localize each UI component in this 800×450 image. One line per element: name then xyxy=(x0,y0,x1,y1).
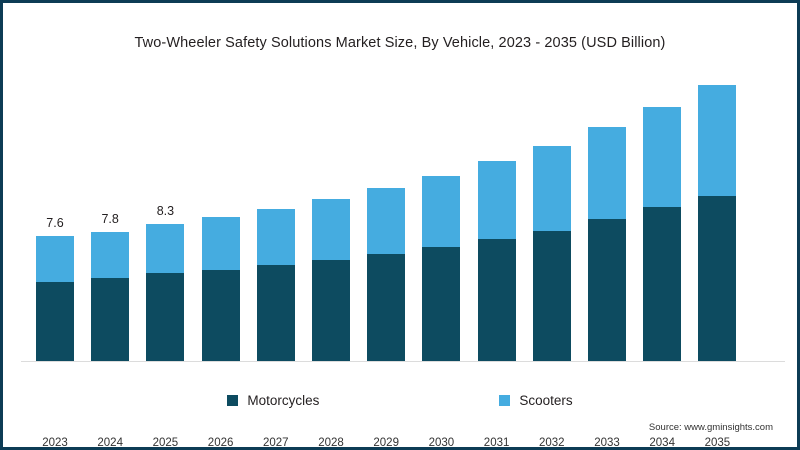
bar-segment-scooters-2030[interactable] xyxy=(422,176,461,248)
legend-swatch-icon-motorcycles xyxy=(227,395,239,406)
bar-group-2030[interactable] xyxy=(422,176,461,361)
bar-segment-motorcycles-2035[interactable] xyxy=(698,195,737,361)
bar-group-2025[interactable] xyxy=(146,223,185,361)
bar-segment-motorcycles-2023[interactable] xyxy=(36,281,74,361)
bar-group-2027[interactable] xyxy=(256,209,295,361)
x-axis-tick-2025: 2025 xyxy=(152,437,179,449)
bar-group-2024[interactable] xyxy=(91,232,130,361)
bar-segment-motorcycles-2026[interactable] xyxy=(201,270,240,361)
bar-group-2029[interactable] xyxy=(367,187,406,361)
x-axis-tick-2024: 2024 xyxy=(97,437,123,449)
legend-label: Motorcycles xyxy=(247,393,320,408)
bar-segment-scooters-2032[interactable] xyxy=(532,146,571,231)
x-axis-tick-2023: 2023 xyxy=(42,437,68,449)
bar-group-2032[interactable] xyxy=(532,146,571,361)
bar-segment-scooters-2034[interactable] xyxy=(643,106,682,208)
x-axis-tick-2033: 2033 xyxy=(594,437,620,449)
x-axis-tick-2028: 2028 xyxy=(318,437,344,449)
bar-segment-scooters-2025[interactable] xyxy=(146,223,185,274)
chart-legend: Motorcycles Scooters xyxy=(3,393,797,408)
bar-group-2031[interactable] xyxy=(477,161,516,361)
source-attribution: Source: www.gminsights.com xyxy=(648,422,773,433)
bar-segment-scooters-2031[interactable] xyxy=(477,161,516,239)
bar-segment-motorcycles-2034[interactable] xyxy=(643,207,682,361)
x-axis-tick-2030: 2030 xyxy=(428,437,455,449)
bar-segment-motorcycles-2032[interactable] xyxy=(532,230,571,361)
bar-segment-scooters-2029[interactable] xyxy=(367,187,406,254)
x-axis-tick-2027: 2027 xyxy=(263,437,289,449)
legend-label: Scooters xyxy=(519,393,573,408)
bar-segment-scooters-2033[interactable] xyxy=(588,126,626,219)
x-axis-tick-2034: 2034 xyxy=(649,437,675,449)
bar-segment-scooters-2026[interactable] xyxy=(201,217,240,271)
bar-segment-scooters-2028[interactable] xyxy=(312,199,350,261)
bar-segment-motorcycles-2033[interactable] xyxy=(588,218,626,361)
bar-group-2028[interactable] xyxy=(312,199,350,361)
bar-segment-motorcycles-2025[interactable] xyxy=(146,273,185,361)
x-axis-tick-2031: 2031 xyxy=(483,437,510,449)
bar-value-label-2024: 7.8 xyxy=(101,212,119,227)
bar-segment-motorcycles-2029[interactable] xyxy=(367,253,406,361)
legend-item-scooters[interactable]: Scooters xyxy=(499,393,573,408)
bar-segment-motorcycles-2028[interactable] xyxy=(312,260,350,361)
bar-segment-motorcycles-2027[interactable] xyxy=(256,265,295,361)
x-axis-tick-2032: 2032 xyxy=(539,437,565,449)
bar-segment-scooters-2035[interactable] xyxy=(698,85,737,196)
bar-segment-motorcycles-2024[interactable] xyxy=(91,278,130,361)
bar-segment-motorcycles-2030[interactable] xyxy=(422,247,461,361)
x-axis-tick-2035: 2035 xyxy=(704,437,731,449)
bar-segment-scooters-2024[interactable] xyxy=(91,232,130,279)
bar-segment-scooters-2027[interactable] xyxy=(256,209,295,266)
bar-value-label-2025: 8.3 xyxy=(156,203,175,218)
bar-group-2026[interactable] xyxy=(201,217,240,361)
legend-swatch-icon-scooters xyxy=(499,395,511,406)
bar-group-2035[interactable] xyxy=(698,85,737,361)
bar-group-2023[interactable] xyxy=(36,235,74,361)
bar-group-2033[interactable] xyxy=(588,126,626,361)
bar-segment-motorcycles-2031[interactable] xyxy=(477,238,516,361)
x-axis-tick-2029: 2029 xyxy=(373,437,399,449)
legend-item-motorcycles[interactable]: Motorcycles xyxy=(227,393,319,408)
bar-group-2034[interactable] xyxy=(643,106,682,361)
page-title: Two-Wheeler Safety Solutions Market Size… xyxy=(134,35,666,51)
bar-value-label-2023: 7.6 xyxy=(46,215,64,230)
bar-segment-scooters-2023[interactable] xyxy=(36,235,74,282)
plot-area: 7.6 2023 7.8 2024 8.3 2025 2026 2027 2028 2029 203… xyxy=(21,73,785,449)
x-axis-line xyxy=(21,361,785,362)
x-axis-tick-2026: 2026 xyxy=(207,437,234,449)
